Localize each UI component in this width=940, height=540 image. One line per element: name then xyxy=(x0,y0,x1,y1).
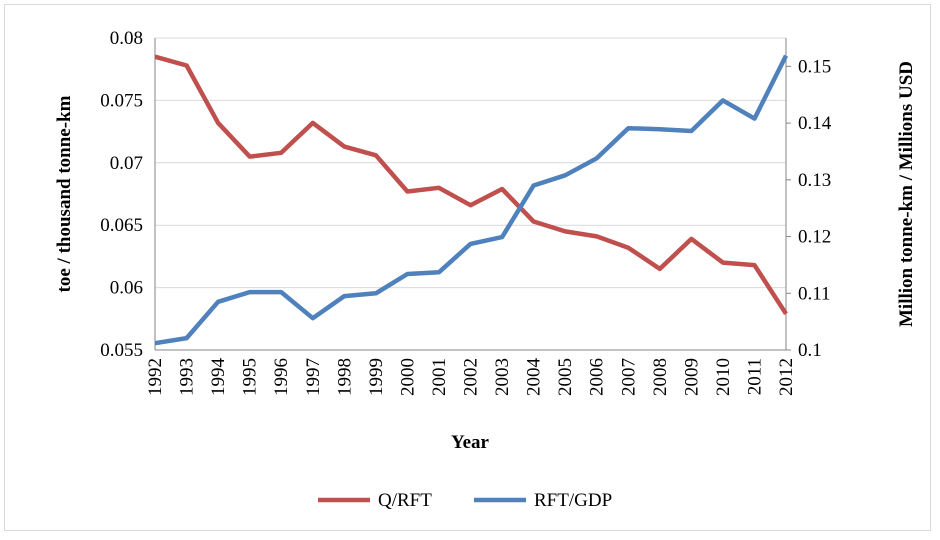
x-tick-label: 1993 xyxy=(177,358,198,396)
chart-border xyxy=(4,4,931,531)
y2-tick-label: 0.11 xyxy=(798,283,831,304)
x-tick-label: 2010 xyxy=(713,358,734,396)
x-tick-label: 2003 xyxy=(492,358,513,396)
series-line xyxy=(154,54,789,346)
y2-axis-title: Million tonne-km / Millions USD xyxy=(896,61,917,327)
y-tick-label: 0.055 xyxy=(100,340,143,361)
x-tick-label: 1999 xyxy=(366,358,387,396)
x-axis-title: Year xyxy=(451,432,490,453)
x-tick-label: 2006 xyxy=(587,358,608,396)
x-tick-label: 1995 xyxy=(240,358,261,396)
x-tick-label: 1997 xyxy=(303,358,324,396)
y2-tick-label: 0.15 xyxy=(798,56,831,77)
y2-tick-label: 0.13 xyxy=(798,170,831,191)
x-tick-label: 2002 xyxy=(461,358,482,396)
y-axis-title: toe / thousand tonne-km xyxy=(54,95,75,292)
y-tick-label: 0.075 xyxy=(100,90,143,111)
y-tick-label: 0.06 xyxy=(110,278,143,299)
x-tick-label: 1998 xyxy=(334,358,355,396)
x-tick-label: 1996 xyxy=(271,358,292,396)
y2-tick-label: 0.14 xyxy=(798,113,832,134)
x-tick-label: 2009 xyxy=(681,358,702,396)
x-tick-label: 2001 xyxy=(429,358,450,396)
series-line xyxy=(154,54,788,316)
x-tick-label: 1992 xyxy=(145,358,166,396)
y-tick-label: 0.065 xyxy=(100,215,143,236)
legend-label: Q/RFT xyxy=(378,490,432,511)
y2-tick-label: 0.12 xyxy=(798,227,831,248)
x-tick-label: 2000 xyxy=(397,358,418,396)
legend-label: RFT/GDP xyxy=(534,490,612,511)
x-tick-label: 2007 xyxy=(618,358,639,396)
y-tick-label: 0.08 xyxy=(110,28,143,49)
x-tick-label: 2004 xyxy=(524,358,545,397)
x-tick-label: 2005 xyxy=(555,358,576,396)
x-tick-label: 2011 xyxy=(744,358,765,395)
x-tick-label: 2008 xyxy=(650,358,671,396)
y-tick-label: 0.07 xyxy=(110,153,143,174)
y2-tick-label: 0.1 xyxy=(798,340,822,361)
x-tick-label: 1994 xyxy=(208,358,229,397)
x-tick-label: 2012 xyxy=(776,358,797,396)
